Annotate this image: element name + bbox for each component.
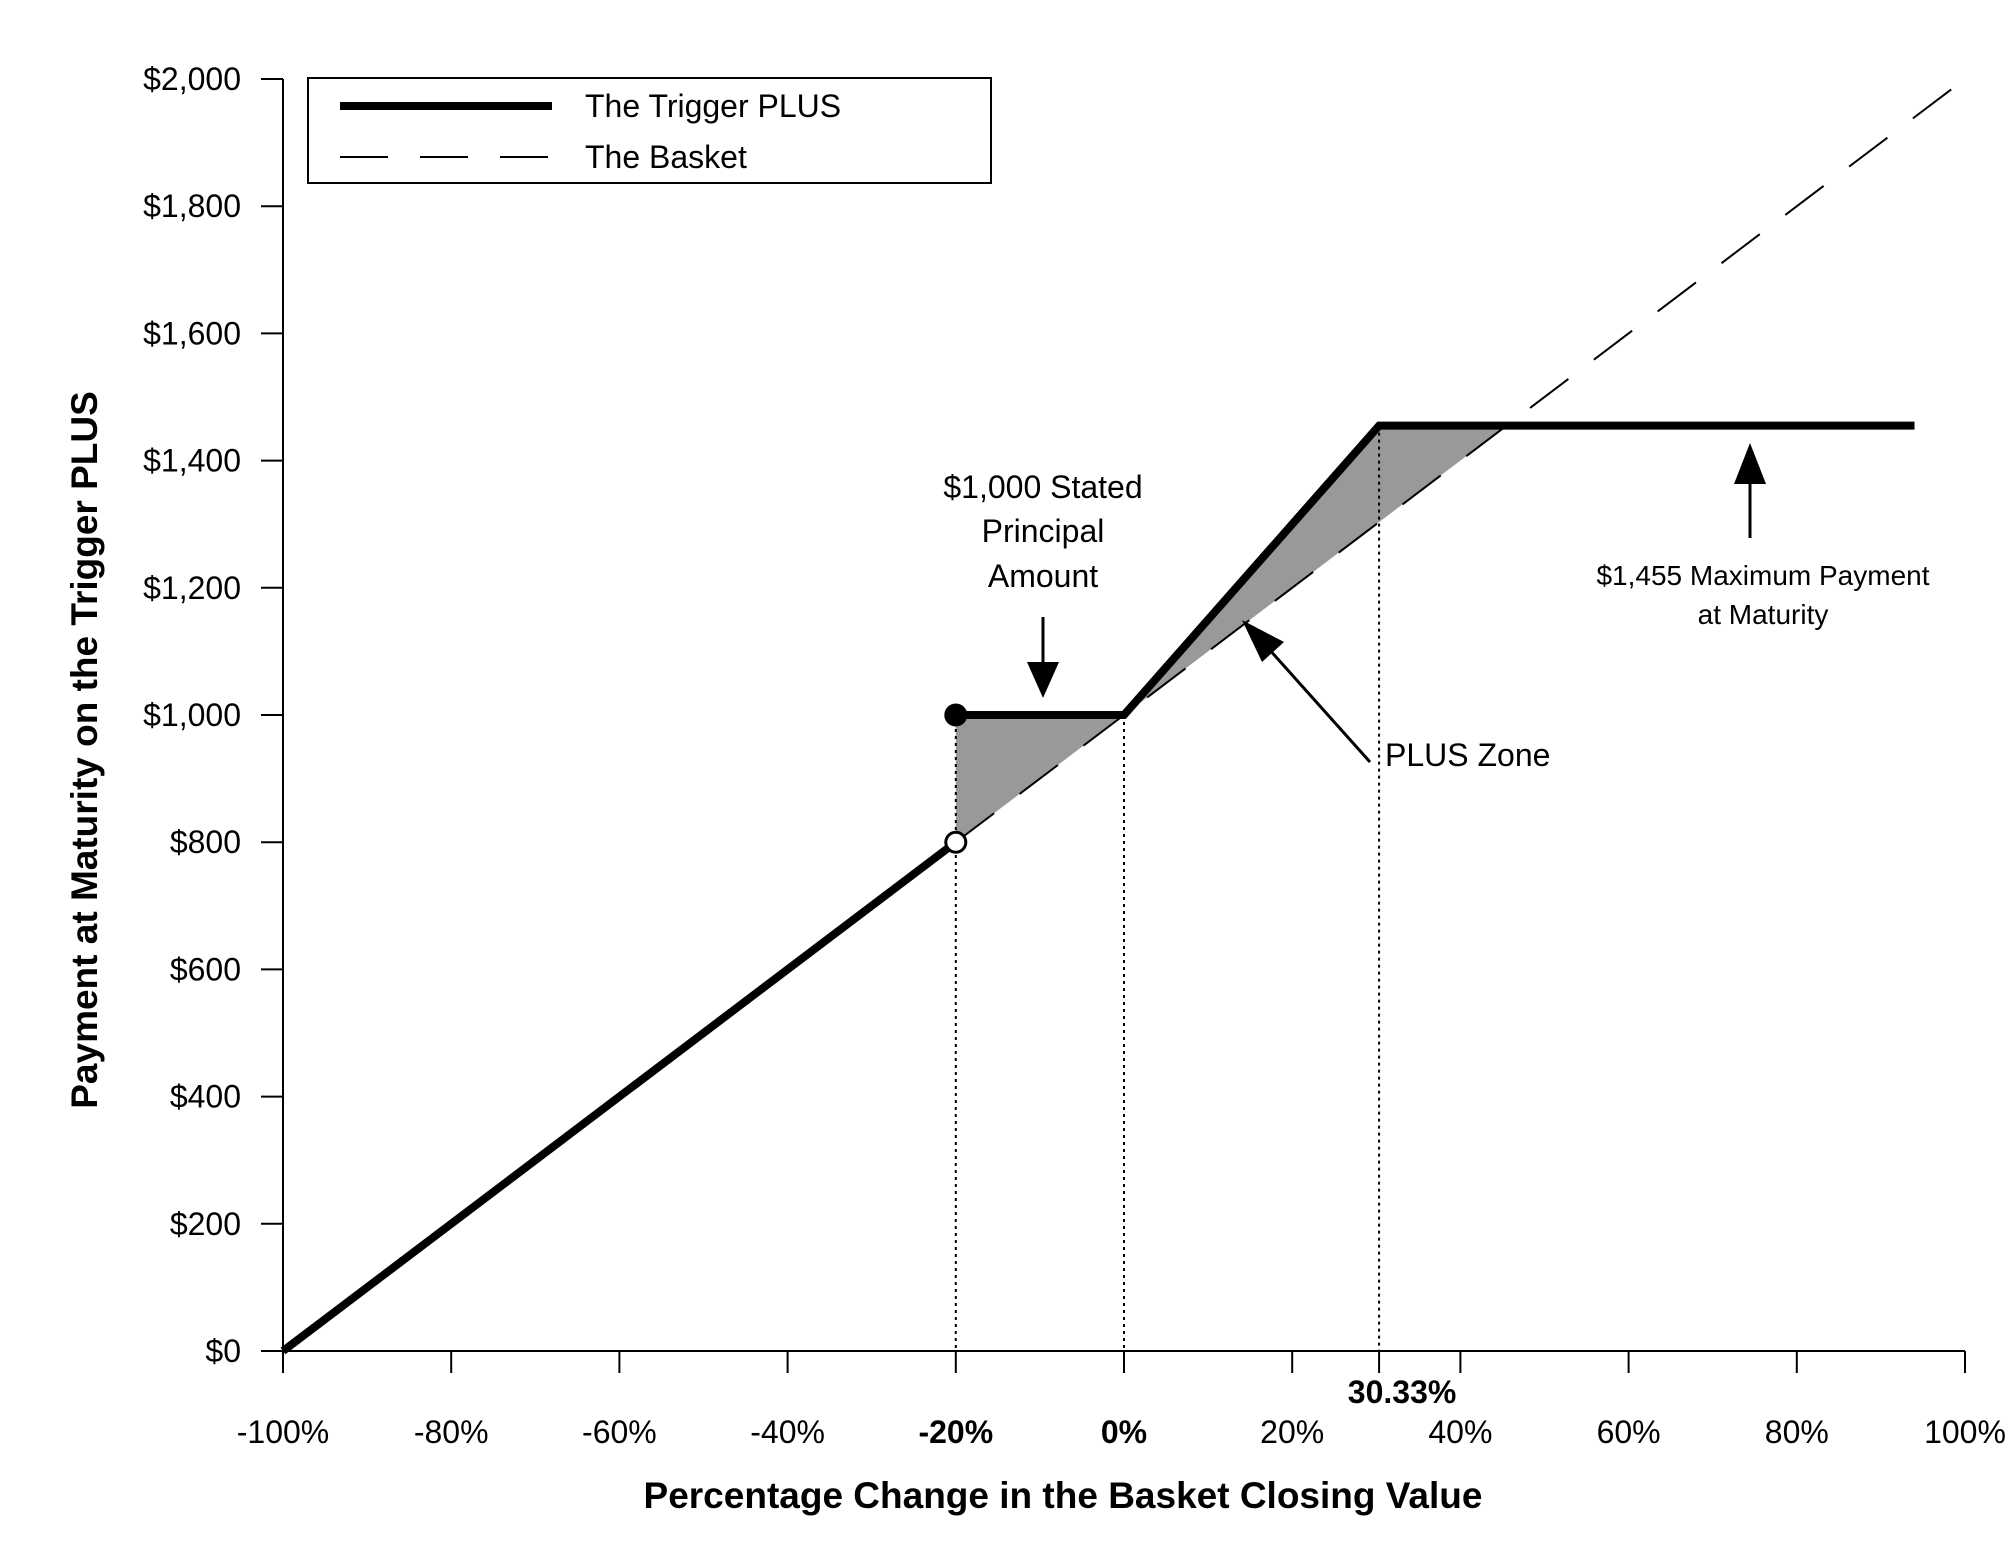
legend-box bbox=[307, 77, 992, 184]
annotation-plus-zone-arrow-shaft bbox=[1266, 646, 1372, 764]
y-tick-label-9: $1,800 bbox=[143, 188, 241, 224]
x-tick-label-0: -100% bbox=[237, 1414, 330, 1450]
annotations: $1,000 Stated Principal Amount PLUS Zone $1,… bbox=[943, 443, 1930, 773]
x-tick-label-extra: 30.33% bbox=[1348, 1374, 1457, 1410]
series-0-segment-1 bbox=[955, 421, 1915, 719]
x-tick-label-8: 60% bbox=[1597, 1414, 1661, 1450]
x-tick-label-2: -60% bbox=[582, 1414, 657, 1450]
annotation-plus-zone-arrow-head bbox=[1242, 620, 1284, 662]
y-tick-label-4: $800 bbox=[170, 824, 241, 860]
annotation-plus-zone: PLUS Zone bbox=[1385, 737, 1550, 773]
y-tick-label-3: $600 bbox=[170, 951, 241, 987]
legend-label-basket: The Basket bbox=[585, 139, 747, 175]
series-lines bbox=[280, 78, 1966, 1355]
y-tick-label-6: $1,200 bbox=[143, 570, 241, 606]
x-tick-label-4: -20% bbox=[918, 1414, 993, 1450]
endpoint-markers bbox=[944, 703, 968, 854]
annotation-principal-line-0: $1,000 Stated bbox=[943, 469, 1142, 505]
x-tick-label-10: 100% bbox=[1924, 1414, 2006, 1450]
annotation-max-payment-line-0: $1,455 Maximum Payment bbox=[1596, 560, 1929, 591]
annotation-principal-arrow-head bbox=[1027, 662, 1059, 698]
annotation-principal-line-2: Amount bbox=[988, 558, 1098, 594]
x-tick-label-3: -40% bbox=[750, 1414, 825, 1450]
y-tick-label-0: $0 bbox=[205, 1333, 241, 1369]
y-axis-title: Payment at Maturity on the Trigger PLUS bbox=[64, 391, 105, 1109]
x-tick-label-9: 80% bbox=[1765, 1414, 1829, 1450]
x-tick-label-5: 0% bbox=[1101, 1414, 1147, 1450]
annotation-principal-line-1: Principal bbox=[982, 513, 1105, 549]
y-tick-label-5: $1,000 bbox=[143, 697, 241, 733]
x-tick-label-1: -80% bbox=[414, 1414, 489, 1450]
y-tick-label-2: $400 bbox=[170, 1079, 241, 1115]
y-tick-label-1: $200 bbox=[170, 1206, 241, 1242]
series-1-segment-0 bbox=[955, 78, 1966, 843]
legend-label-trigger-plus: The Trigger PLUS bbox=[585, 88, 841, 124]
marker-open-1 bbox=[944, 830, 968, 854]
annotation-max-payment-arrow-head bbox=[1734, 443, 1766, 484]
annotation-max-payment-line-1: at Maturity bbox=[1698, 599, 1829, 630]
y-tick-label-7: $1,400 bbox=[143, 443, 241, 479]
x-tick-label-6: 20% bbox=[1260, 1414, 1324, 1450]
reference-lines bbox=[954, 425, 1381, 1351]
axes: $0 $200 $400 $600 $800 $1,000 $1,200 $1,400 $1,6… bbox=[143, 61, 2006, 1450]
y-tick-label-10: $2,000 bbox=[143, 61, 241, 97]
marker-filled-0 bbox=[944, 703, 968, 727]
series-0-segment-0 bbox=[280, 839, 959, 1355]
x-tick-label-7: 40% bbox=[1428, 1414, 1492, 1450]
x-axis-title: Percentage Change in the Basket Closing … bbox=[644, 1475, 1483, 1516]
legend: The Trigger PLUS The Basket bbox=[307, 77, 992, 184]
y-tick-label-8: $1,600 bbox=[143, 315, 241, 351]
